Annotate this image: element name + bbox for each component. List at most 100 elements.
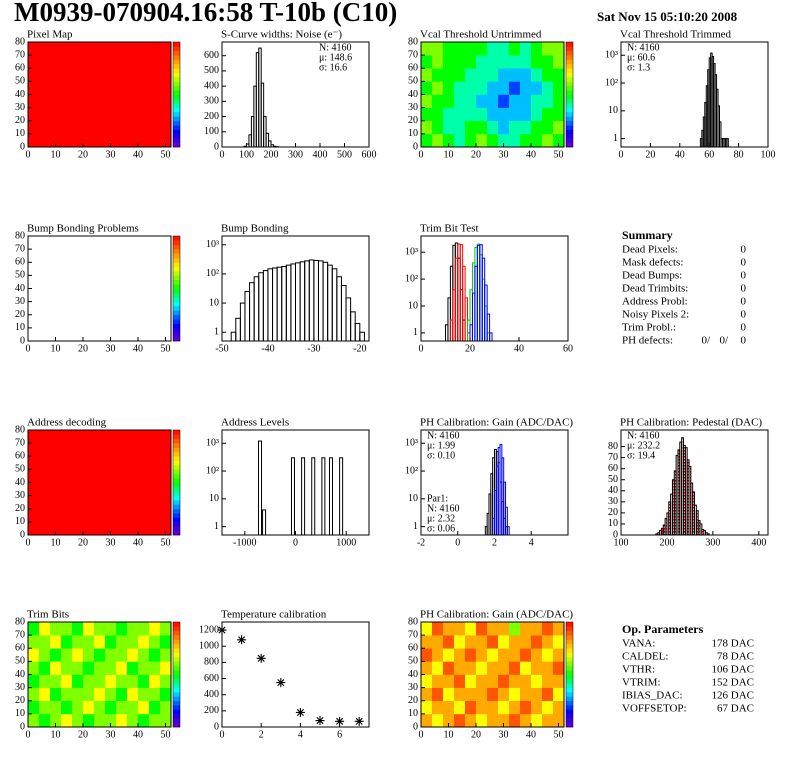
- colorbar-step: [173, 116, 180, 122]
- x-tick-label: 30: [499, 149, 509, 160]
- colorbar-step: [173, 530, 180, 536]
- heatmap-cell: [542, 661, 554, 675]
- colorbar-step: [566, 709, 573, 715]
- y-tick-label: 0: [214, 141, 219, 152]
- summary-value: 0: [741, 244, 747, 256]
- y-tick-label: 50: [408, 76, 418, 87]
- panel-title: Address decoding: [27, 417, 107, 429]
- colorbar-step: [566, 85, 573, 91]
- y-tick-label: 200: [204, 705, 219, 716]
- y-tick-label: 300: [204, 96, 219, 107]
- y-tick-label: 10³: [605, 50, 618, 61]
- colorbar-step: [566, 133, 573, 139]
- heatmap-cell: [138, 700, 150, 715]
- heatmap-cell: [432, 687, 444, 702]
- y-tick-label: 10²: [206, 465, 219, 476]
- colorbar-frame: [172, 621, 181, 728]
- colorbar-step: [173, 138, 180, 143]
- heatmap-cell: [432, 648, 444, 662]
- colorbar-step: [566, 125, 573, 130]
- y-tick-label: 10³: [206, 239, 219, 250]
- colorbar-step: [566, 81, 573, 87]
- heatmap-cell: [39, 687, 51, 702]
- heatmap-cell: [553, 648, 565, 662]
- heatmap-cell: [116, 622, 128, 636]
- parameter-value: 67 DAC: [717, 703, 754, 715]
- heatmap-cell: [520, 687, 532, 702]
- heatmap-cell: [83, 713, 95, 728]
- stats-line: μ: 1.99: [427, 440, 455, 451]
- heatmap-cell: [72, 700, 84, 715]
- y-tick-label: 30: [15, 296, 25, 307]
- x-tick-label: 200: [659, 537, 674, 548]
- x-tick-label: 40: [675, 149, 685, 160]
- y-tick-label: 20: [608, 507, 618, 518]
- heatmap-cell: [487, 622, 499, 636]
- y-tick-label: 0: [413, 141, 418, 152]
- colorbar-step: [566, 107, 573, 113]
- heatmap-cell: [138, 674, 150, 688]
- heatmap-cell: [520, 133, 532, 148]
- heatmap-cell: [476, 107, 488, 122]
- heatmap-cell: [443, 700, 455, 715]
- colorbar-step: [173, 310, 180, 316]
- colorbar-step: [173, 674, 180, 680]
- stats-line: σ: 0.10: [427, 450, 455, 461]
- heatmap-cell: [531, 700, 543, 715]
- heatmap-cell: [465, 687, 477, 702]
- summary-label: Dead Trimbits:: [622, 283, 688, 295]
- heatmap-cell: [72, 622, 84, 636]
- colorbar-step: [173, 81, 180, 87]
- heatmap-cell: [487, 55, 499, 69]
- colorbar-step: [173, 142, 180, 148]
- x-tick-label: 20: [465, 343, 475, 354]
- heatmap-cell: [465, 68, 477, 82]
- x-tick-label: 2: [259, 729, 264, 740]
- colorbar-step: [173, 643, 180, 649]
- heatmap-cell: [83, 687, 95, 702]
- heatmap-cell: [421, 635, 433, 649]
- heatmap-cell: [553, 674, 565, 688]
- heatmap-cell: [105, 674, 117, 688]
- heatmap-cell: [553, 687, 565, 702]
- heatmap-cell: [553, 55, 565, 69]
- heatmap-cell: [50, 700, 62, 715]
- heatmap-cell: [61, 635, 73, 649]
- heatmap-cell: [498, 661, 510, 675]
- x-tick-label: 0: [455, 537, 460, 548]
- colorbar-step: [566, 635, 573, 640]
- x-tick-label: 50: [554, 729, 564, 740]
- colorbar-step: [566, 120, 573, 126]
- y-tick-label: 50: [408, 656, 418, 667]
- heatmap-cell: [28, 635, 40, 649]
- heatmap-cell: [531, 687, 543, 702]
- colorbar-step: [173, 683, 180, 688]
- summary-value: 0/: [701, 335, 711, 347]
- stats-line: σ: 1.3: [627, 62, 650, 73]
- colorbar-step: [566, 648, 573, 653]
- heatmap-cell: [487, 713, 499, 728]
- y-tick-label: 40: [15, 89, 25, 100]
- y-tick-label: 1000: [199, 641, 219, 652]
- heatmap-cell: [498, 94, 510, 108]
- colorbar-step: [566, 630, 573, 636]
- heatmap-cell: [487, 700, 499, 715]
- heatmap-cell: [83, 700, 95, 715]
- heatmap-cell: [487, 94, 499, 108]
- y-tick-label: 0: [20, 335, 25, 346]
- y-tick-label: 500: [204, 65, 219, 76]
- summary-label: Address Probl:: [622, 296, 688, 308]
- colorbar-step: [566, 77, 573, 82]
- x-tick-label: 20: [78, 537, 88, 548]
- colorbar-step: [173, 626, 180, 632]
- panel-title: Bump Bonding: [221, 223, 289, 235]
- x-tick-label: 20: [78, 729, 88, 740]
- heatmap-cell: [421, 713, 433, 728]
- heatmap-cell: [432, 107, 444, 122]
- heatmap-cell: [498, 133, 510, 148]
- heatmap-cell: [454, 700, 466, 715]
- heatmap-cell: [487, 81, 499, 95]
- y-tick-label: 60: [408, 643, 418, 654]
- colorbar-step: [566, 657, 573, 662]
- colorbar-step: [173, 508, 180, 514]
